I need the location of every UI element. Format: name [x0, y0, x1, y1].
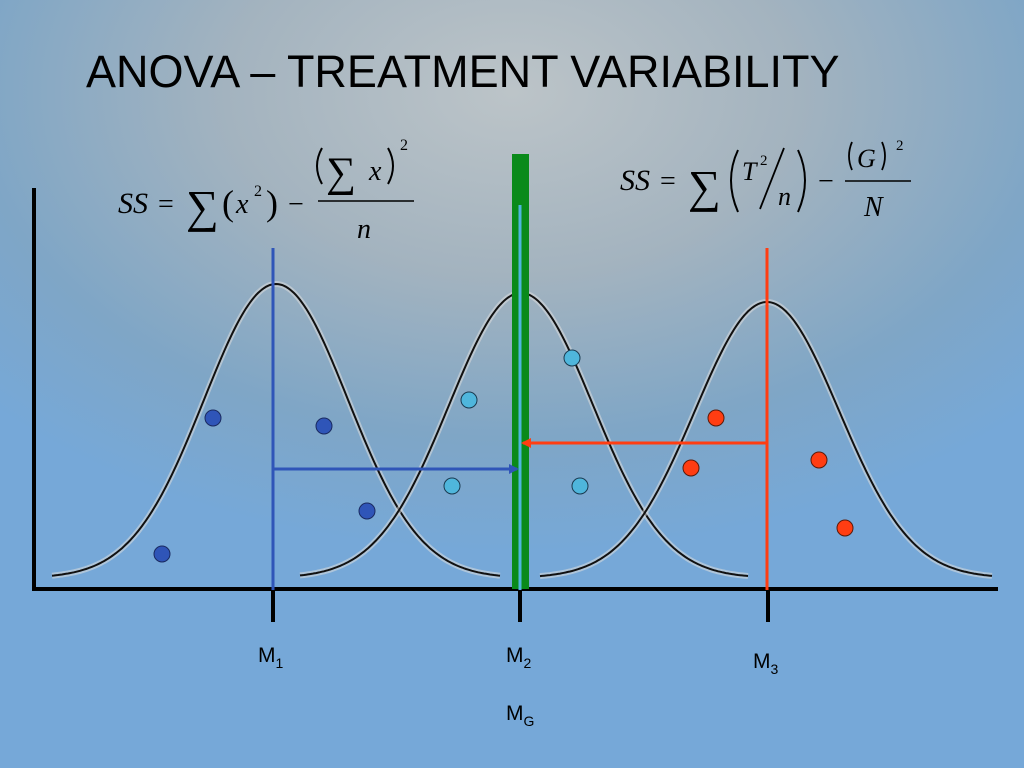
data-point-group2 [571, 477, 589, 495]
formula-right-frac-close-paren [881, 141, 886, 171]
formula-left-denominator: n [357, 214, 371, 245]
formula-right-exponent: 2 [760, 153, 768, 169]
formula-left-open-paren: ( [222, 183, 234, 223]
data-point-group1 [315, 417, 333, 435]
formula-right-close-paren [797, 149, 806, 213]
formula-right-minus: − [818, 166, 834, 197]
label-m2: M2 [506, 644, 532, 671]
data-point-group3 [682, 459, 700, 477]
data-point-group2 [460, 391, 478, 409]
formula-right-frac-denominator: N [863, 192, 884, 223]
formula-right-slash [759, 147, 785, 210]
formula-right-open-paren [730, 149, 739, 213]
formula-right-denominator-inline: n [778, 182, 791, 211]
data-point-group1 [358, 502, 376, 520]
formula-right-frac-open-paren [848, 141, 853, 171]
formula-left: SS = ∑ ( x 2 ) − ∑ x 2 n [118, 137, 414, 245]
formula-left-exponent: 2 [254, 183, 262, 200]
data-points [153, 349, 854, 563]
formula-left-num-close-paren [387, 147, 394, 185]
label-m3: M3 [753, 650, 779, 677]
formula-left-close-paren: ) [266, 183, 278, 223]
formula-right-lhs: SS [620, 164, 650, 197]
data-point-group3 [836, 519, 854, 537]
formula-left-sigma: ∑ [186, 181, 219, 232]
distribution-curve-group1-line [51, 282, 501, 577]
formula-left-numerator-exponent: 2 [400, 137, 408, 154]
formula-left-numerator-var: x [368, 156, 382, 187]
data-point-group1 [204, 409, 222, 427]
label-m1: M1 [258, 644, 284, 671]
data-point-group2 [443, 477, 461, 495]
formula-right-sigma: ∑ [688, 161, 721, 212]
data-point-group1 [153, 545, 171, 563]
formula-right-frac-numerator: G [857, 144, 876, 173]
formula-left-num-open-paren [316, 147, 323, 185]
formula-left-term: x [235, 189, 249, 220]
formula-left-minus: − [288, 189, 304, 220]
formula-right-frac-exponent: 2 [896, 138, 904, 154]
formula-right: SS = ∑ T 2 n − G 2 N [620, 138, 911, 223]
slide-title: ANOVA – TREATMENT VARIABILITY [86, 46, 840, 97]
label-mg: MG [506, 702, 534, 729]
formula-right-equals: = [660, 166, 676, 197]
formula-left-numerator-sigma: ∑ [326, 150, 356, 196]
formula-right-numerator: T [742, 157, 758, 186]
formula-left-lhs: SS [118, 187, 148, 220]
data-point-group3 [810, 451, 828, 469]
distribution-curve-group1 [51, 280, 501, 579]
data-point-group3 [707, 409, 725, 427]
data-point-group2 [563, 349, 581, 367]
formula-left-equals: = [158, 189, 174, 220]
